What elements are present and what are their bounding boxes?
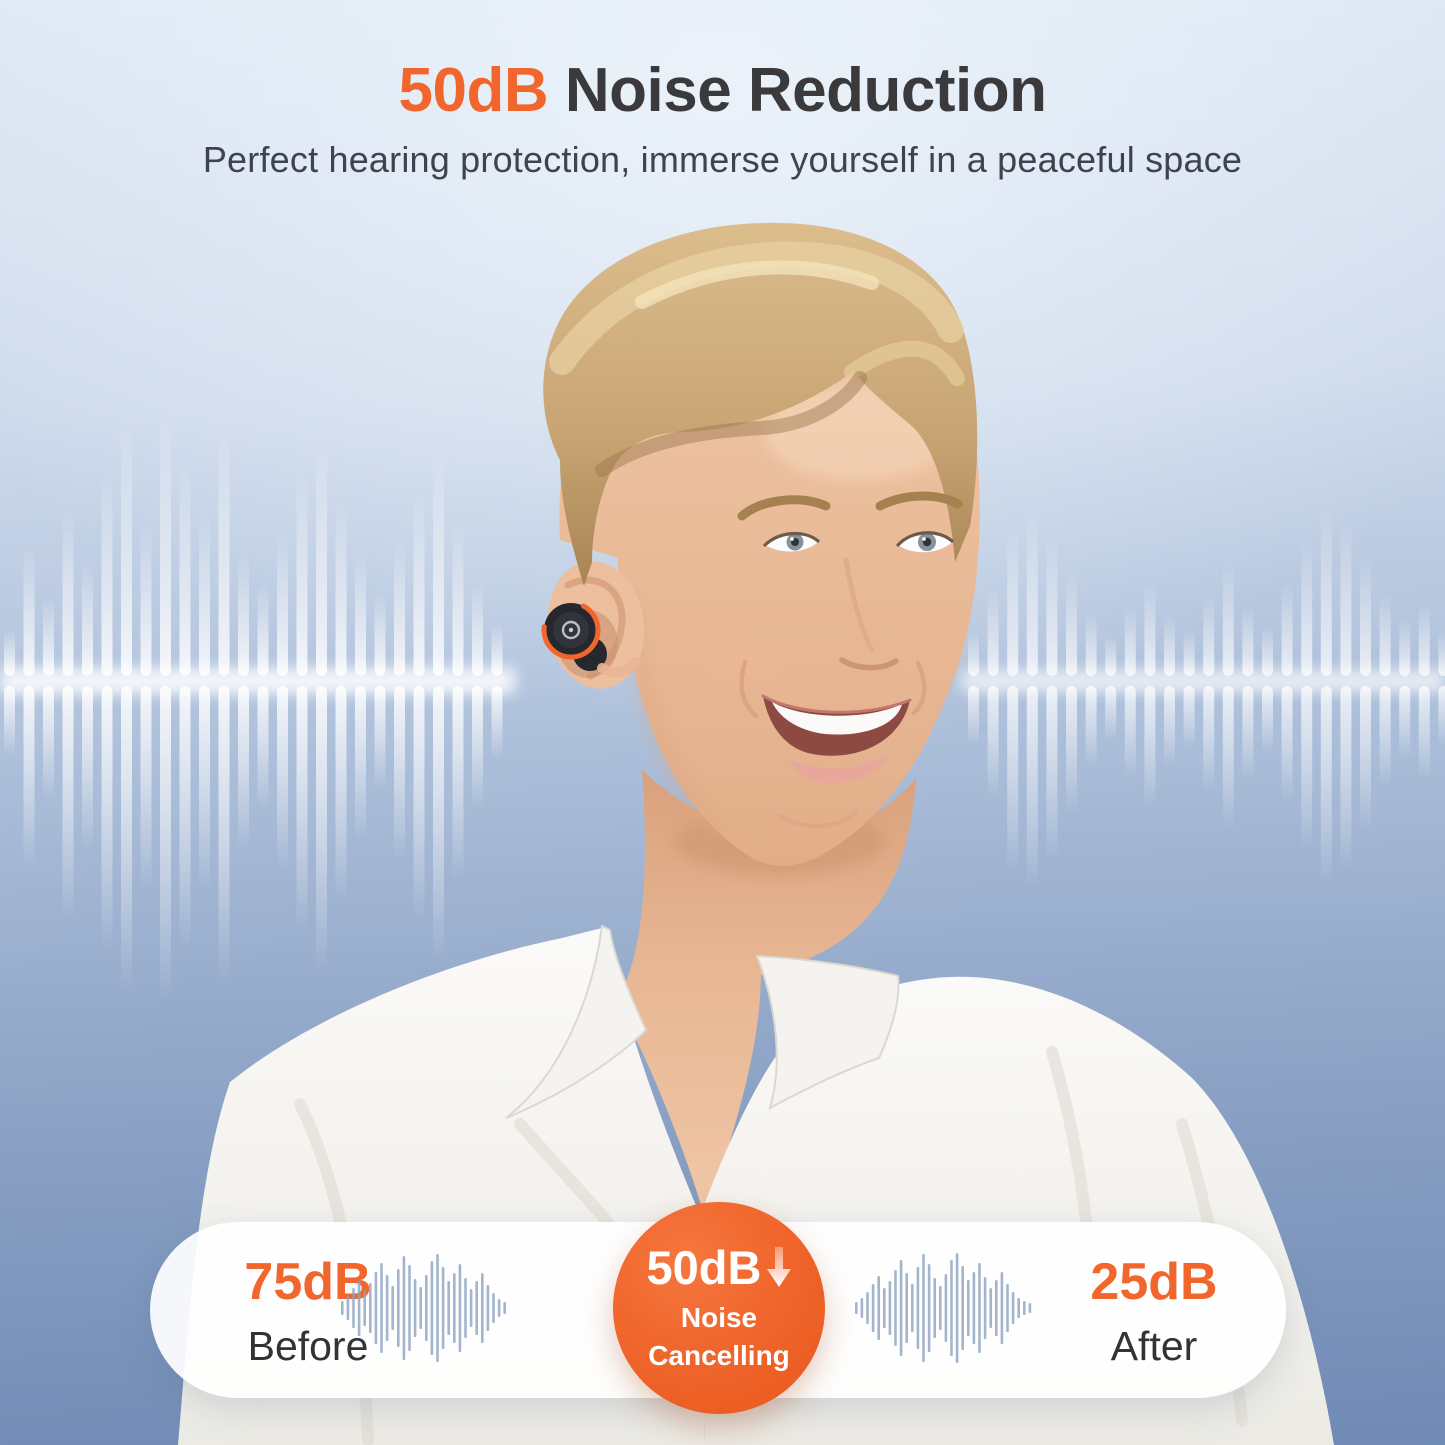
page-title: 50dB Noise Reduction [0, 58, 1445, 123]
earbud-in-ear [541, 600, 641, 678]
header: 50dB Noise Reduction Perfect hearing pro… [0, 58, 1445, 181]
title-rest: Noise Reduction [548, 56, 1047, 125]
person-neck [616, 770, 916, 1218]
person-eyes [763, 531, 954, 553]
before-column: 75dB Before [188, 1256, 428, 1367]
shirt-collar-left [505, 924, 648, 1119]
page-subtitle: Perfect hearing protection, immerse your… [202, 139, 1243, 181]
badge-value: 50dB [646, 1240, 762, 1294]
soundwave-right-decoration [968, 510, 1445, 886]
after-value: 25dB [1090, 1253, 1218, 1311]
shirt-collar-right [755, 954, 900, 1111]
title-highlight: 50dB [398, 56, 549, 125]
noise-cancelling-badge: 50dB Noise Cancelling [613, 1202, 825, 1414]
soundwave-left-decoration [4, 418, 503, 998]
hair-highlights [549, 241, 965, 477]
after-column: 25dB After [1040, 1256, 1268, 1367]
badge-line1: Noise [680, 1301, 758, 1333]
person-nose [839, 557, 899, 671]
before-label: Before [247, 1323, 369, 1369]
person-eyebrows [737, 491, 963, 521]
pill-soundwave-right-icon [855, 1253, 1032, 1363]
before-value: 75dB [244, 1253, 372, 1311]
badge-line2: Cancelling [648, 1339, 790, 1371]
pill-soundwave-left-icon [341, 1254, 506, 1362]
person-hair [543, 222, 978, 586]
after-label: After [1110, 1323, 1198, 1369]
person-smile [739, 659, 927, 829]
badge-value-row: 50dB [647, 1244, 792, 1291]
down-arrow-icon [767, 1247, 792, 1288]
